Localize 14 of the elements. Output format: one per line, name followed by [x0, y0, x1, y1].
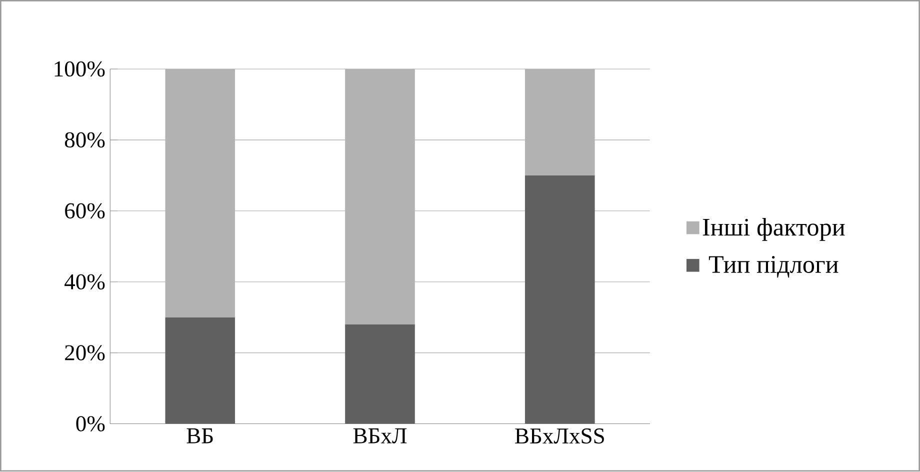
legend-label: Тип підлоги — [708, 256, 838, 278]
y-tick-label: 40% — [64, 274, 105, 290]
legend-label: Інші фактори — [702, 218, 845, 242]
bar — [524, 176, 595, 424]
y-tick-label: 0% — [76, 416, 105, 432]
y-tick-label: 80% — [64, 132, 105, 148]
bar — [165, 318, 235, 424]
x-tick-label: ВБхЛхSS — [515, 428, 604, 444]
x-tick-label: ВБхЛ — [353, 428, 407, 444]
bar — [345, 324, 415, 424]
x-tick-label: ВБ — [186, 428, 213, 444]
y-tick-label: 100% — [54, 62, 105, 77]
y-tick-label: 20% — [65, 345, 105, 361]
y-tick-label: 60% — [65, 203, 105, 219]
